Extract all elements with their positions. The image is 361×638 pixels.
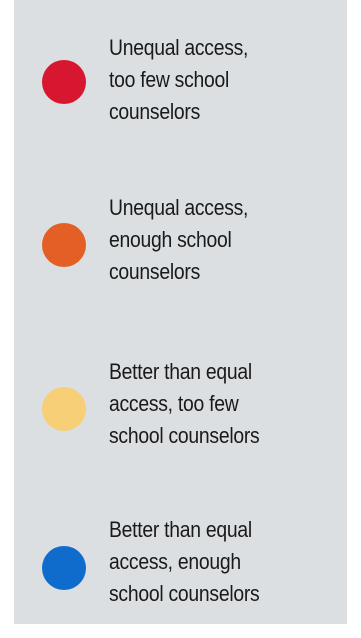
red-circle-icon [42, 60, 86, 104]
orange-circle-icon [42, 223, 86, 267]
legend-label: Better than equal access, too few school… [109, 359, 260, 448]
legend-item-unequal-enough: Unequal access, enough school counselors [14, 190, 347, 300]
blue-circle-icon [42, 546, 86, 590]
legend-label: Unequal access, too few school counselor… [109, 35, 249, 124]
legend-label: Unequal access, enough school counselors [109, 195, 249, 284]
legend-panel: Unequal access, too few school counselor… [14, 0, 347, 624]
legend-item-better-too-few: Better than equal access, too few school… [14, 354, 347, 464]
legend-item-better-enough: Better than equal access, enough school … [14, 512, 347, 622]
yellow-circle-icon [42, 387, 86, 431]
legend-item-unequal-too-few: Unequal access, too few school counselor… [14, 30, 347, 140]
legend-label: Better than equal access, enough school … [109, 517, 260, 606]
